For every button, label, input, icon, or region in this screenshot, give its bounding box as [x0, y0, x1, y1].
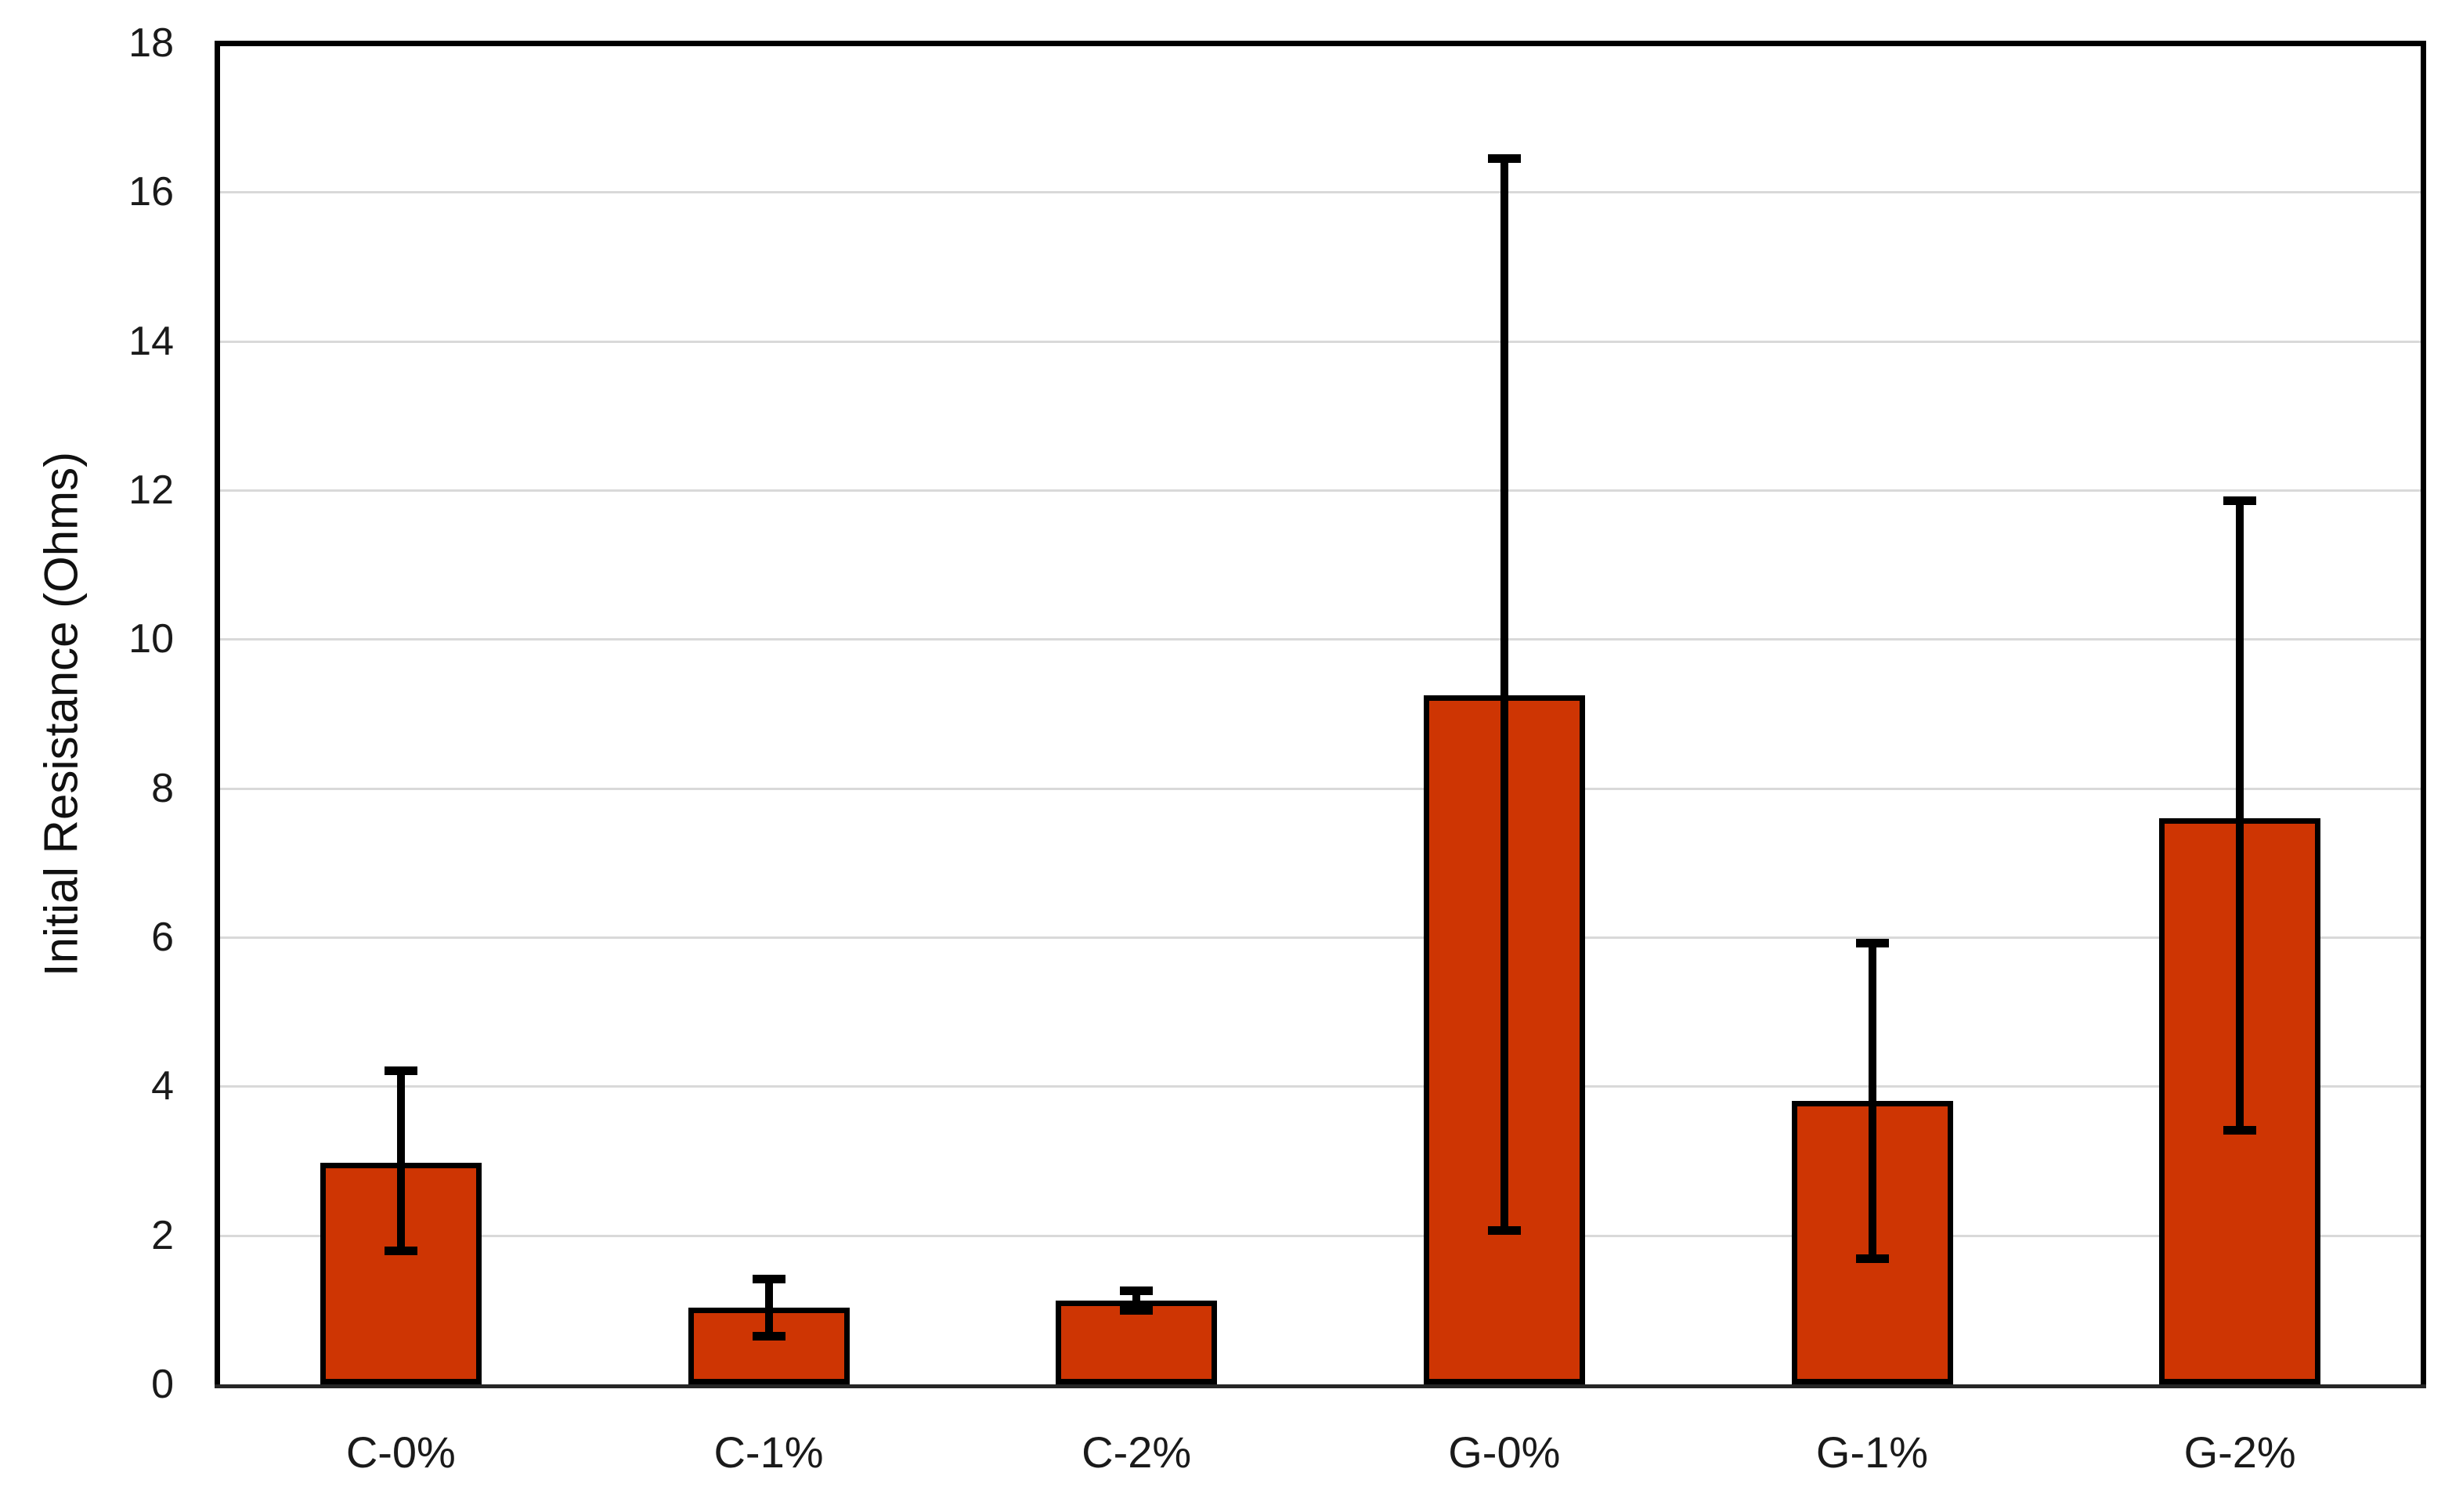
- x-category-label: G-1%: [1815, 1427, 1929, 1477]
- error-cap-top-g-0pct: [1487, 154, 1521, 163]
- error-cap-top-g-2pct: [2223, 496, 2257, 505]
- y-axis-title: Initial Resistance (Ohms): [34, 451, 88, 977]
- error-bar-c-0pct: [396, 1070, 405, 1251]
- error-cap-bottom-g-1pct: [1855, 1254, 1889, 1263]
- error-cap-bottom-g-0pct: [1487, 1226, 1521, 1236]
- x-axis-line: [215, 1384, 2426, 1388]
- y-tick-label: 4: [151, 1063, 174, 1110]
- plot-border-left: [215, 41, 220, 1388]
- error-cap-top-c-1pct: [752, 1275, 785, 1284]
- gridline: [217, 340, 2424, 343]
- x-category-label: C-2%: [1082, 1427, 1192, 1477]
- plot-border-top: [215, 41, 2426, 46]
- error-bar-g-1pct: [1868, 943, 1876, 1259]
- error-cap-bottom-c-2pct: [1120, 1306, 1154, 1315]
- y-tick-label: 10: [128, 616, 174, 662]
- gridline: [217, 1234, 2424, 1237]
- gridline: [217, 1085, 2424, 1088]
- error-bar-g-0pct: [1500, 158, 1508, 1231]
- x-category-label: C-0%: [345, 1427, 456, 1477]
- gridline: [217, 787, 2424, 790]
- y-tick-label: 16: [128, 169, 174, 215]
- y-tick-label: 8: [151, 765, 174, 811]
- error-bar-g-2pct: [2236, 500, 2244, 1131]
- error-bar-c-2pct: [1132, 1290, 1141, 1311]
- error-cap-top-c-0pct: [384, 1066, 417, 1075]
- y-tick-label: 6: [151, 915, 174, 960]
- error-cap-bottom-g-2pct: [2223, 1125, 2257, 1135]
- error-cap-bottom-c-1pct: [752, 1331, 785, 1341]
- error-cap-top-g-1pct: [1855, 939, 1889, 948]
- gridline: [217, 936, 2424, 939]
- x-category-label: C-1%: [713, 1427, 824, 1477]
- gridline: [217, 191, 2424, 194]
- x-category-label: G-2%: [2183, 1427, 2296, 1477]
- gridline: [217, 489, 2424, 492]
- y-tick-label: 14: [128, 318, 174, 364]
- x-category-label: G-0%: [1448, 1427, 1561, 1477]
- gridline: [217, 638, 2424, 641]
- y-tick-label: 12: [128, 467, 174, 513]
- y-tick-label: 18: [128, 20, 174, 66]
- plot-border-right: [2421, 41, 2426, 1388]
- error-cap-bottom-c-0pct: [384, 1247, 417, 1256]
- error-bar-c-1pct: [764, 1279, 773, 1337]
- error-cap-top-c-2pct: [1120, 1286, 1154, 1295]
- y-tick-label: 2: [151, 1212, 174, 1258]
- y-tick-label: 0: [151, 1362, 174, 1407]
